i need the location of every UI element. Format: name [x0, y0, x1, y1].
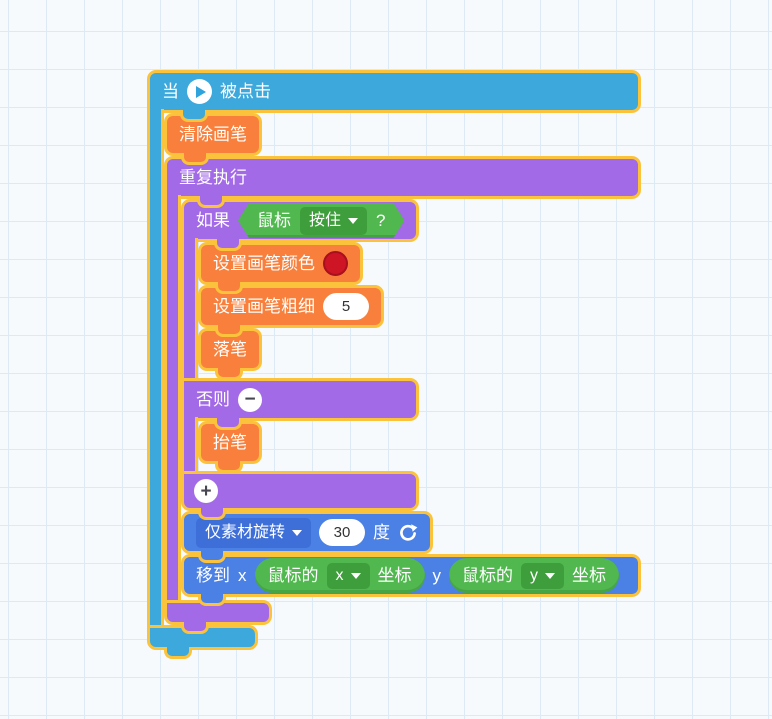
- mouse-x-axis-dropdown[interactable]: x: [326, 562, 370, 589]
- rotate-unit-label: 度: [373, 523, 391, 542]
- condition-suffix: ?: [376, 211, 386, 230]
- move-to-x-param: x: [238, 566, 247, 585]
- block-if-else[interactable]: 如果 鼠标 按住 ?: [181, 199, 420, 520]
- block-clear-pen[interactable]: 清除画笔: [164, 113, 262, 165]
- when-clicked-header[interactable]: 当 被点击: [147, 70, 641, 122]
- block-pen-up[interactable]: 抬笔: [198, 421, 262, 473]
- set-pen-size-label: 设置画笔粗细: [213, 297, 315, 316]
- repeat-body: 如果 鼠标 按住 ?: [164, 195, 641, 606]
- when-clicked-prefix: 当: [162, 82, 179, 101]
- block-set-pen-size[interactable]: 设置画笔粗细 5: [198, 285, 384, 337]
- add-branch-button[interactable]: +: [194, 479, 218, 503]
- pen-down-label: 落笔: [213, 340, 247, 359]
- rotate-mode-value: 仅素材旋转: [205, 523, 286, 541]
- rotate-cw-icon: [400, 523, 418, 541]
- if-header[interactable]: 如果 鼠标 按住 ?: [181, 199, 420, 251]
- reporter-mouse-x[interactable]: 鼠标的 x 坐标: [254, 558, 425, 593]
- mouse-x-axis-value: x: [335, 566, 344, 584]
- dropdown-arrow-icon: [348, 218, 358, 224]
- if-else-footer[interactable]: +: [181, 471, 420, 520]
- move-to-y-param: y: [432, 566, 442, 585]
- block-move-to[interactable]: 移到 x 鼠标的 x 坐标: [181, 554, 641, 606]
- mouse-state-value: 按住: [309, 211, 342, 229]
- dropdown-arrow-icon: [350, 572, 361, 579]
- mouse-y-axis-dropdown[interactable]: y: [521, 562, 564, 589]
- repeat-header[interactable]: 重复执行: [164, 156, 641, 208]
- else-branch-body: 抬笔: [181, 417, 419, 475]
- dropdown-arrow-icon: [545, 572, 555, 579]
- mouse-y-prefix: 鼠标的: [462, 566, 513, 585]
- if-label: 如果: [196, 211, 230, 230]
- else-header[interactable]: 否则 −: [181, 378, 420, 430]
- set-pen-color-label: 设置画笔颜色: [213, 254, 315, 273]
- block-repeat-forever[interactable]: 重复执行 如果 鼠标: [164, 156, 641, 634]
- else-label: 否则: [196, 390, 230, 409]
- mouse-y-suffix: 坐标: [572, 566, 606, 585]
- condition-prefix: 鼠标: [257, 211, 291, 230]
- pen-up-label: 抬笔: [213, 433, 247, 452]
- mouse-y-axis-value: y: [530, 566, 538, 584]
- mouse-x-suffix: 坐标: [377, 566, 412, 585]
- block-rotate[interactable]: 仅素材旋转 30 度: [181, 511, 434, 563]
- dropdown-arrow-icon: [292, 529, 303, 536]
- pen-size-input[interactable]: 5: [323, 293, 369, 320]
- script-stack: 当 被点击 清除画笔 重复执行: [147, 70, 641, 659]
- rotate-degrees-input[interactable]: 30: [319, 519, 366, 546]
- block-set-pen-color[interactable]: 设置画笔颜色: [198, 242, 363, 294]
- plus-icon: +: [200, 480, 212, 502]
- clear-pen-label: 清除画笔: [179, 125, 247, 144]
- mouse-x-prefix: 鼠标的: [267, 566, 319, 585]
- if-branch-body: 设置画笔颜色 设置画笔粗细 5: [181, 238, 419, 382]
- condition-mouse-pressed[interactable]: 鼠标 按住 ?: [238, 203, 404, 238]
- when-clicked-suffix: 被点击: [220, 82, 271, 101]
- play-icon: [187, 79, 212, 104]
- reporter-mouse-y[interactable]: 鼠标的 y 坐标: [449, 558, 619, 593]
- block-when-clicked[interactable]: 当 被点击 清除画笔 重复执行: [147, 70, 641, 659]
- move-to-label: 移到: [196, 566, 230, 585]
- pen-color-swatch[interactable]: [323, 251, 348, 276]
- repeat-label: 重复执行: [179, 168, 247, 187]
- mouse-state-dropdown[interactable]: 按住: [300, 207, 367, 235]
- remove-branch-button[interactable]: −: [238, 387, 262, 412]
- rotate-mode-dropdown[interactable]: 仅素材旋转: [196, 517, 312, 548]
- minus-icon: −: [244, 389, 256, 410]
- when-clicked-body: 清除画笔 重复执行 如果: [147, 109, 641, 634]
